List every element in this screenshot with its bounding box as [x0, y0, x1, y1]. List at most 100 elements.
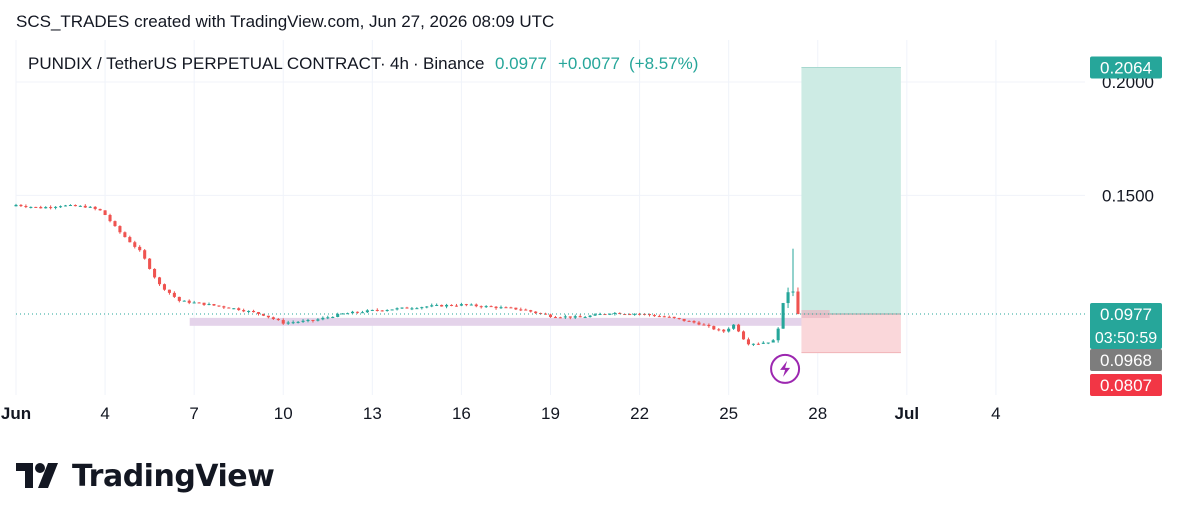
x-tick-label: 13 — [363, 404, 382, 423]
candle-body — [336, 313, 340, 317]
candle-body — [717, 329, 721, 331]
candle-body — [786, 292, 790, 304]
candle-body — [529, 310, 533, 312]
x-tick-label: 16 — [452, 404, 471, 423]
tradingview-brand[interactable]: TradingView — [16, 456, 275, 496]
candle-body — [737, 324, 741, 332]
candle-body — [380, 310, 384, 312]
candle-body — [707, 324, 711, 327]
candle-body — [271, 317, 275, 319]
candle-body — [232, 308, 236, 310]
candle-body — [712, 326, 716, 330]
candle-body — [365, 310, 369, 313]
candle-body — [311, 319, 315, 321]
candle-body — [544, 313, 548, 315]
candle-body — [346, 313, 350, 315]
candle-body — [459, 304, 463, 306]
candle-body — [791, 291, 795, 293]
candle-body — [489, 306, 493, 308]
entry-marker — [801, 310, 830, 319]
candle-body — [633, 313, 637, 315]
candle-body — [375, 309, 379, 311]
lightning-icon — [770, 353, 801, 384]
candle-body — [360, 312, 364, 314]
candle-body — [756, 343, 760, 345]
candle-body — [449, 304, 454, 306]
candle-body — [454, 305, 459, 307]
support-zone — [189, 317, 830, 326]
candle-body — [727, 328, 731, 332]
candle-body — [732, 324, 736, 329]
candle-body — [123, 232, 127, 238]
candle-body — [118, 226, 122, 233]
x-tick-label: 7 — [189, 404, 198, 423]
candle-body — [108, 214, 112, 222]
candle-body — [143, 250, 147, 259]
candle-body — [157, 277, 162, 285]
candle-body — [167, 289, 171, 293]
candle-body — [499, 307, 503, 309]
candle-body — [519, 309, 523, 311]
candle-body — [59, 206, 63, 208]
candle-body — [370, 309, 374, 311]
candle-body — [553, 317, 557, 319]
profit-target-zone — [801, 67, 901, 315]
candle-body — [128, 237, 132, 243]
candle-body — [440, 304, 444, 307]
candle-body — [247, 310, 251, 312]
price-label-text: 0.0807 — [1100, 376, 1152, 395]
x-tick-label: Jul — [895, 404, 920, 423]
candle-body — [722, 329, 726, 332]
price-label-bg — [1090, 56, 1162, 79]
tradingview-logo-icon — [16, 463, 58, 488]
candle-body — [751, 343, 755, 345]
candle-body — [172, 292, 176, 297]
candle-body — [514, 307, 518, 310]
candle-body — [682, 318, 686, 321]
candle-body — [385, 309, 389, 311]
last-price-value: 0.0977 — [495, 54, 547, 73]
stop-loss-zone — [801, 314, 901, 353]
candle-body — [776, 328, 780, 341]
price-label-text: 0.0977 — [1100, 305, 1152, 324]
brand-name: TradingView — [72, 458, 275, 494]
candle-body — [524, 309, 528, 311]
price-change-percent: (+8.57%) — [629, 54, 698, 73]
candle-body — [256, 312, 261, 314]
candle-body — [113, 221, 117, 227]
candle-body — [697, 322, 701, 325]
candle-body — [187, 300, 191, 303]
x-tick-label: 22 — [630, 404, 649, 423]
candle-body — [192, 302, 196, 304]
candle-body — [266, 315, 270, 318]
candle-body — [420, 307, 424, 309]
candle-body — [54, 206, 58, 208]
candle-body — [761, 342, 765, 344]
candle-body — [509, 307, 513, 309]
candle-body — [103, 210, 107, 215]
candle-body — [687, 320, 691, 322]
price-label-countdown: 03:50:59 — [1095, 330, 1157, 347]
candle-body — [608, 313, 612, 315]
candle-body — [296, 321, 300, 323]
y-tick-label: 0.1500 — [1102, 186, 1154, 205]
candle-body — [445, 304, 449, 307]
candle-body — [504, 307, 508, 309]
symbol-title: PUNDIX / TetherUS PERPETUAL CONTRACT — [28, 54, 381, 73]
price-label-bg — [1090, 303, 1162, 350]
candle-body — [638, 313, 642, 315]
price-change-value: +0.0077 — [558, 54, 620, 73]
candle-body — [415, 308, 419, 310]
chart-caption: SCS_TRADES created with TradingView.com,… — [16, 12, 555, 31]
candle-body — [484, 306, 488, 308]
candle-body — [558, 317, 562, 319]
candle-body — [583, 317, 587, 319]
candle-body — [796, 291, 800, 315]
candle-body — [351, 311, 355, 314]
grid-lines — [15, 40, 1085, 395]
candle-body — [400, 307, 404, 309]
header-separator-1: · — [380, 54, 386, 73]
price-label-bg — [1090, 374, 1162, 397]
candle-body — [469, 304, 473, 306]
